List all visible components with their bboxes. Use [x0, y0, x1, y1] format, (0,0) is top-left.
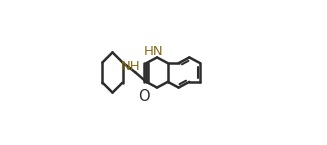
- Text: O: O: [138, 89, 150, 104]
- Text: HN: HN: [144, 45, 164, 58]
- Text: NH: NH: [120, 60, 140, 73]
